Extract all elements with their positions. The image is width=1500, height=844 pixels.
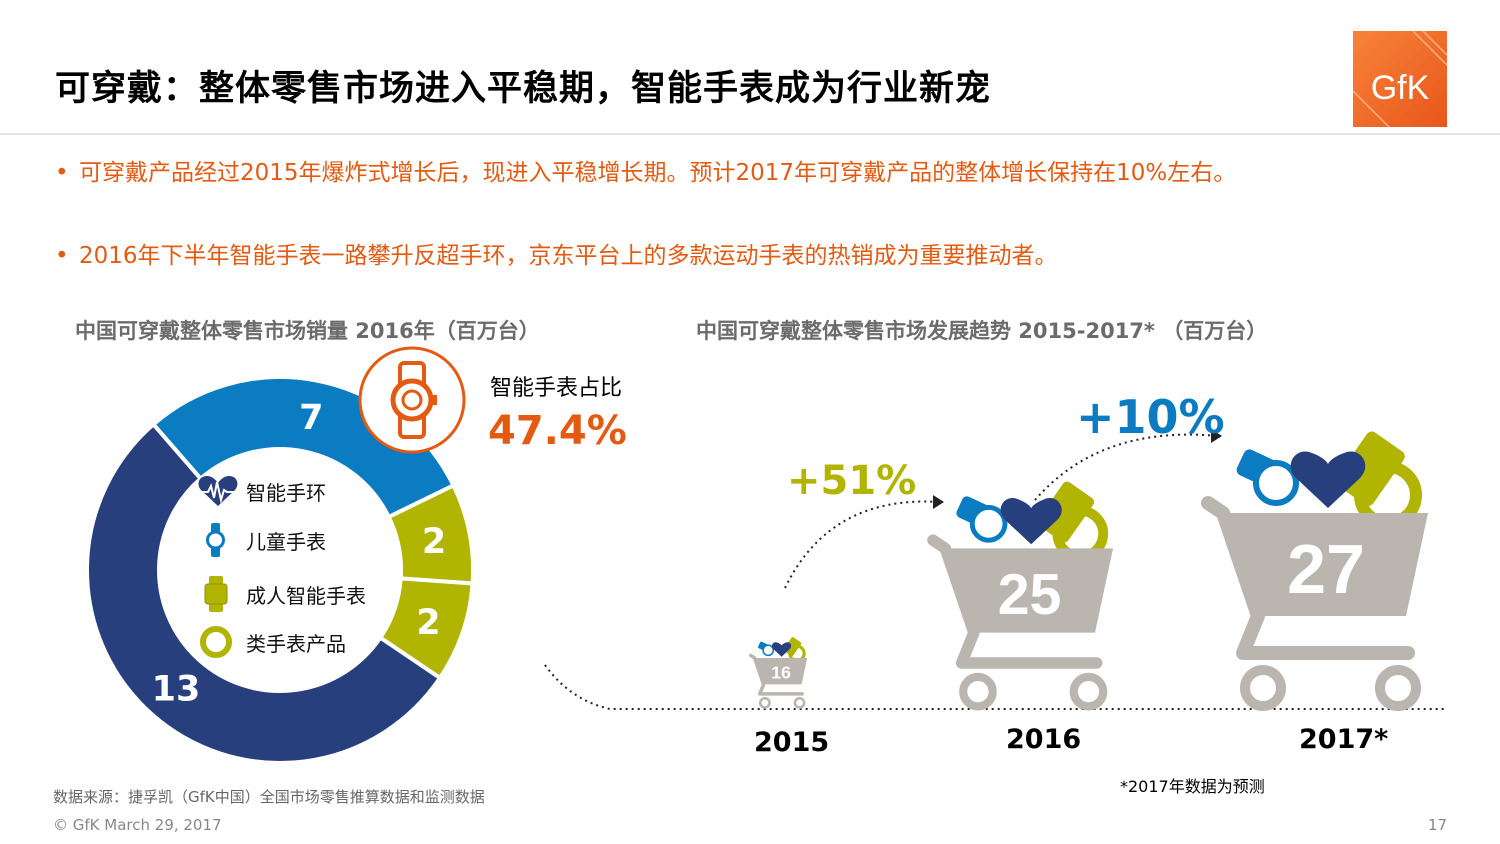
bullet-1: • 可穿戴产品经过2015年爆炸式增长后，现进入平稳增长期。预计2017年可穿戴… bbox=[55, 155, 1445, 191]
baseline bbox=[544, 664, 1447, 710]
donut-label-3: 13 bbox=[152, 670, 201, 710]
donut-chart-title: 中国可穿戴整体零售市场销量 2016年（百万台） bbox=[75, 319, 540, 343]
year-label-2015: 2015 bbox=[754, 727, 830, 758]
bullet-2: • 2016年下半年智能手表一路攀升反超手环，京东平台上的多款运动手表的热销成为… bbox=[55, 238, 1445, 274]
trend-chart-title: 中国可穿戴整体零售市场发展趋势 2015-2017* （百万台） bbox=[696, 319, 1268, 343]
cart-goods bbox=[758, 637, 806, 663]
growth-arc-1 bbox=[784, 500, 941, 589]
bullet-marker: • bbox=[55, 243, 69, 269]
callout-value: 47.4% bbox=[488, 408, 627, 454]
gfk-logo: GfK bbox=[1353, 31, 1447, 127]
donut-labels: 7 2 2 13 bbox=[152, 398, 447, 709]
cart-frame bbox=[927, 534, 1103, 669]
bullet-marker: • bbox=[55, 160, 69, 186]
donut-label-2: 2 bbox=[416, 603, 440, 643]
header-divider bbox=[0, 133, 1500, 135]
cart-goods bbox=[956, 481, 1109, 562]
cart-wheel-left bbox=[1240, 665, 1286, 711]
cart-2017*: 27 bbox=[1201, 431, 1428, 711]
data-source: 数据来源：捷孚凯（GfK中国）全国市场零售推算数据和监测数据 bbox=[53, 788, 485, 806]
legend-label: 成人智能手表 bbox=[246, 584, 366, 608]
donut-label-1: 2 bbox=[422, 522, 446, 562]
year-label-2016: 2016 bbox=[1006, 724, 1082, 755]
cart-frame bbox=[1201, 496, 1415, 660]
watch-icon bbox=[358, 346, 466, 454]
cart-wheel-right bbox=[1375, 665, 1421, 711]
donut-slice-3 bbox=[85, 421, 443, 765]
cart-wheel-left bbox=[959, 672, 997, 711]
growth-label-2016: +51% bbox=[787, 458, 916, 504]
legend-label: 智能手环 bbox=[246, 481, 326, 505]
cart-value-2015: 16 bbox=[771, 662, 791, 682]
carts: 16 25 27 bbox=[748, 431, 1428, 711]
cart-wheel-right bbox=[793, 696, 806, 709]
legend-label: 儿童手表 bbox=[246, 530, 326, 554]
forecast-note: *2017年数据为预测 bbox=[1120, 777, 1265, 796]
heart-rate-icon bbox=[198, 476, 238, 506]
callout-label: 智能手表占比 bbox=[490, 376, 623, 401]
goods-kids-watch bbox=[1253, 460, 1299, 506]
growth-label-2017: +10% bbox=[1076, 390, 1225, 444]
goods-kids-watch bbox=[969, 504, 1008, 543]
donut-label-0: 7 bbox=[299, 398, 323, 438]
cart-2016: 25 bbox=[927, 481, 1114, 711]
ring-icon bbox=[200, 626, 232, 658]
year-label-2017: 2017* bbox=[1299, 724, 1389, 755]
growth-arrowhead-1 bbox=[933, 495, 944, 509]
cart-basket bbox=[1223, 513, 1428, 616]
logo-text: GfK bbox=[1370, 69, 1430, 107]
growth-arrowhead-2 bbox=[1211, 429, 1222, 443]
cart-wheel-right bbox=[1069, 672, 1108, 711]
page-number: 17 bbox=[1428, 816, 1448, 834]
growth-text: +51% bbox=[787, 458, 917, 504]
cart-frame bbox=[748, 653, 804, 696]
smartwatch-icon bbox=[204, 576, 228, 612]
goods-kids-watch bbox=[762, 644, 775, 657]
cart-goods bbox=[1236, 431, 1422, 529]
cart-value-2016: 25 bbox=[998, 563, 1062, 627]
cart-basket bbox=[754, 657, 808, 685]
goods-heart bbox=[771, 642, 792, 657]
goods-heart bbox=[1290, 451, 1366, 508]
cart-2015: 16 bbox=[748, 637, 808, 709]
cart-wheel-left bbox=[758, 696, 771, 709]
logo-decoration bbox=[1353, 31, 1447, 127]
cart-value-2017*: 27 bbox=[1287, 530, 1365, 608]
growth-text: +10% bbox=[1076, 390, 1225, 444]
copyright: © GfK March 29, 2017 bbox=[53, 816, 222, 834]
legend-label: 类手表产品 bbox=[246, 632, 346, 656]
bullet-2-text: 2016年下半年智能手表一路攀升反超手环，京东平台上的多款运动手表的热销成为重要… bbox=[79, 243, 1058, 269]
kids-watch-icon bbox=[206, 523, 225, 557]
page-title: 可穿戴：整体零售市场进入平稳期，智能手表成为行业新宠 bbox=[55, 69, 992, 109]
bullet-1-text: 可穿戴产品经过2015年爆炸式增长后，现进入平稳增长期。预计2017年可穿戴产品… bbox=[79, 160, 1237, 186]
goods-heart bbox=[1000, 498, 1062, 545]
cart-basket bbox=[945, 548, 1114, 633]
